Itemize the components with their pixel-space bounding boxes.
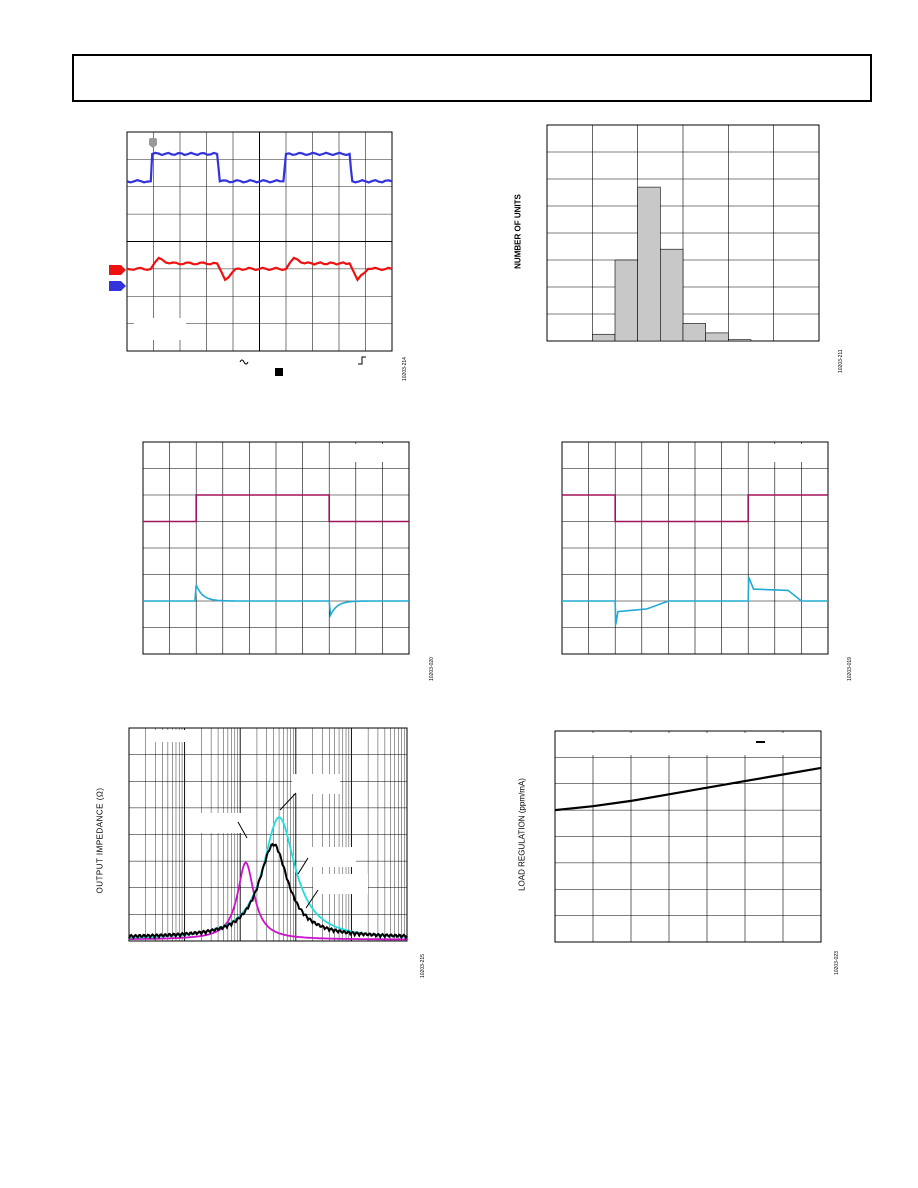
load-regulation-panel: LOAD REGULATION (ppm/mA) 10203-023	[459, 690, 918, 1010]
load-regulation-trace	[554, 766, 822, 812]
impedance-panel: OUTPUT IMPEDANCE (Ω) 10203-215	[0, 690, 459, 1010]
trigger-marker-icon	[149, 138, 157, 148]
scope-chart	[126, 131, 393, 365]
histogram-bar	[705, 332, 729, 342]
histogram-panel: NUMBER OF UNITS 10203-211	[459, 0, 918, 400]
load-regulation-y-axis-label: LOAD REGULATION (ppm/mA)	[517, 778, 527, 891]
histogram-y-axis-label: NUMBER OF UNITS	[513, 194, 523, 269]
transient-down-chart	[561, 441, 829, 655]
channel-2-marker-icon	[109, 265, 126, 275]
transient-up-chart	[142, 441, 410, 655]
impedance-trace-black	[128, 842, 408, 941]
scope-trace-blue	[126, 151, 393, 184]
callout-label-box	[292, 774, 340, 794]
callout-arrow	[305, 889, 319, 909]
edge-rising-icon	[358, 356, 366, 365]
output-trace	[143, 584, 409, 618]
transient-down-figure-id: 10203-019	[847, 657, 853, 681]
scope-panel: 10203-214	[0, 0, 459, 400]
legend-box	[350, 444, 404, 462]
histogram-bar	[728, 339, 752, 342]
callout-label-box	[148, 730, 193, 742]
legend-box	[769, 444, 823, 462]
scope-figure-id: 10203-214	[402, 357, 408, 381]
scope-readout-box	[134, 318, 186, 340]
impedance-trace-magenta	[129, 861, 407, 941]
output-trace	[562, 576, 828, 625]
callout-label-box	[306, 847, 356, 867]
transient-up-figure-id: 10203-020	[429, 657, 435, 681]
load-regulation-figure-id: 10203-023	[834, 951, 840, 975]
callout-arrow	[279, 792, 297, 811]
histogram-figure-id: 10203-211	[838, 349, 844, 373]
histogram-bar	[614, 259, 638, 342]
transient-down-panel: 10203-019	[459, 400, 918, 690]
scope-status-square-icon	[275, 368, 283, 376]
transient-up-panel: 10203-020	[0, 400, 459, 690]
page-header-box	[72, 54, 872, 102]
trigger-slope-icon	[239, 359, 249, 365]
legend-box	[557, 733, 819, 755]
histogram-chart	[546, 124, 820, 342]
callout-arrow	[297, 857, 309, 875]
callout-label-box	[313, 874, 368, 894]
impedance-chart	[128, 727, 408, 942]
histogram-bar	[592, 333, 616, 342]
load-regulation-chart	[554, 730, 822, 943]
histogram-bar	[660, 248, 684, 342]
impedance-figure-id: 10203-215	[420, 954, 426, 978]
callout-arrow	[237, 821, 248, 839]
scope-trace-red	[126, 256, 393, 282]
impedance-y-axis-label: OUTPUT IMPEDANCE (Ω)	[95, 787, 105, 894]
callout-label-box	[190, 813, 242, 833]
histogram-bar	[637, 186, 661, 342]
load-step-trace	[143, 494, 409, 523]
channel-1-marker-icon	[109, 281, 126, 291]
histogram-bar	[682, 323, 706, 342]
load-step-trace	[562, 494, 828, 523]
